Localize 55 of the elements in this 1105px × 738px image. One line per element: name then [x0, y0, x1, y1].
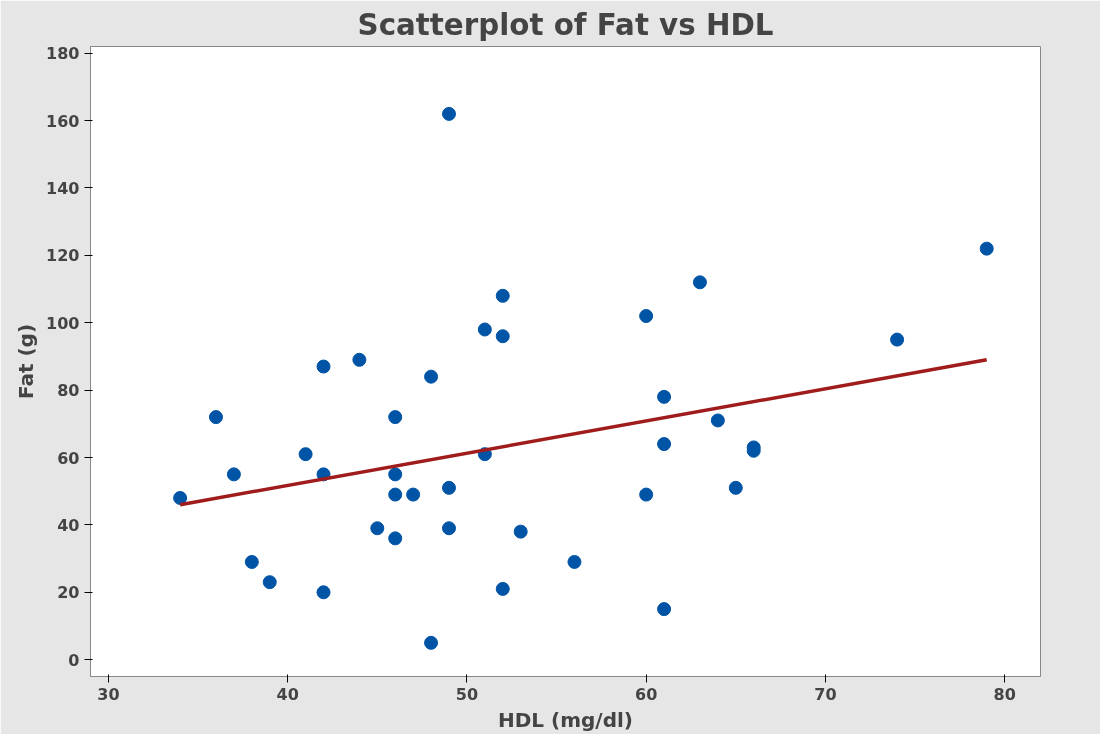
- point: [657, 389, 672, 404]
- y-tick-label: 140: [46, 179, 80, 198]
- point: [513, 524, 528, 539]
- point: [979, 241, 994, 256]
- point: [890, 332, 905, 347]
- x-tick-label: 70: [814, 684, 837, 704]
- point: [477, 322, 492, 337]
- point: [388, 487, 403, 502]
- point: [657, 602, 672, 617]
- point: [495, 581, 510, 596]
- point: [388, 531, 403, 546]
- x-tick-label: 30: [97, 684, 120, 704]
- chart-title: Scatterplot of Fat vs HDL: [357, 7, 774, 42]
- point: [388, 467, 403, 482]
- y-tick-label: 120: [46, 246, 80, 266]
- y-tick-label: 160: [46, 111, 80, 131]
- x-tick-label: 40: [276, 684, 299, 704]
- point: [208, 410, 223, 425]
- point: [262, 575, 277, 590]
- point: [657, 437, 672, 452]
- point: [388, 410, 403, 425]
- point: [441, 106, 456, 121]
- point: [495, 329, 510, 344]
- x-tick-label: 50: [455, 684, 479, 704]
- y-tick-label: 20: [57, 583, 80, 603]
- point: [692, 275, 707, 290]
- point: [639, 487, 654, 502]
- y-tick-label: 80: [57, 381, 80, 401]
- point: [424, 635, 439, 650]
- y-tick-label: 180: [46, 44, 80, 64]
- y-tick-label: 0: [68, 650, 80, 670]
- x-axis-title: HDL (mg/dl): [498, 707, 633, 732]
- point: [441, 480, 456, 495]
- x-tick-label: 80: [993, 684, 1016, 704]
- y-tick-label: 100: [46, 313, 80, 333]
- y-tick-label: 60: [57, 448, 80, 468]
- point: [728, 480, 743, 495]
- point: [406, 487, 421, 502]
- point: [639, 309, 654, 324]
- point: [173, 490, 188, 505]
- point: [244, 554, 259, 569]
- point: [370, 521, 385, 536]
- point: [352, 352, 367, 367]
- point: [316, 585, 331, 600]
- point: [316, 359, 331, 374]
- point: [298, 447, 313, 462]
- point: [495, 288, 510, 303]
- point: [226, 467, 241, 482]
- point: [441, 521, 456, 536]
- y-axis-title: Fat (g): [14, 323, 39, 400]
- x-tick-label: 60: [635, 684, 658, 704]
- y-tick-label: 40: [57, 515, 80, 535]
- point: [424, 369, 439, 384]
- point: [710, 413, 725, 428]
- point: [567, 554, 582, 569]
